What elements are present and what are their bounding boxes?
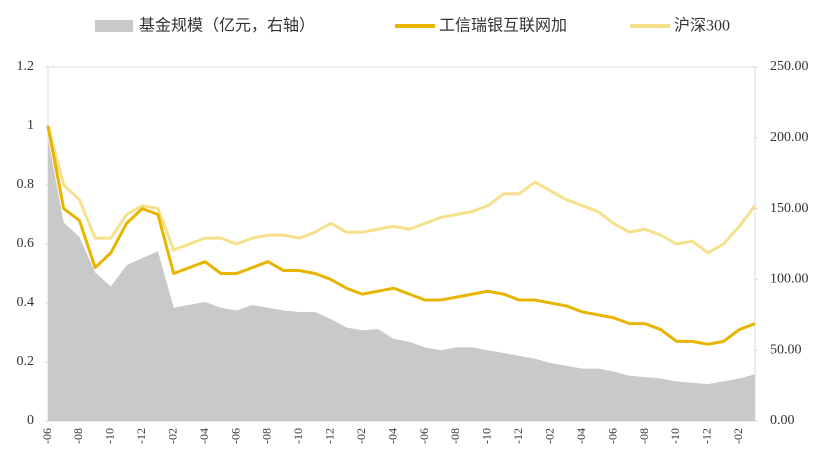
x-tick-label: -12: [700, 428, 714, 444]
x-tick-label: -06: [40, 428, 54, 444]
x-tick-label: -08: [71, 428, 85, 444]
x-tick-label: -08: [260, 428, 274, 444]
y2-tick-label: 100.00: [770, 272, 809, 287]
x-tick-label: -02: [354, 428, 368, 444]
y-tick-label: 0.8: [17, 177, 35, 192]
x-tick-label: -04: [385, 428, 399, 444]
x-tick-label: -12: [511, 428, 525, 444]
x-tick-label: -08: [637, 428, 651, 444]
legend-label: 沪深300: [674, 17, 730, 35]
y-tick-label: 0.4: [17, 295, 35, 310]
legend-label: 基金规模（亿元，右轴）: [139, 17, 315, 35]
x-tick-label: -10: [480, 428, 494, 444]
x-tick-label: -02: [731, 428, 745, 444]
x-tick-label: -12: [134, 428, 148, 444]
x-tick-label: -06: [605, 428, 619, 444]
line: [46, 125, 756, 346]
x-tick-label: -04: [197, 428, 211, 444]
x-tick-label: -08: [448, 428, 462, 444]
y2-tick-label: 50.00: [770, 342, 802, 357]
y2-tick-label: 0.00: [770, 413, 795, 428]
area: [48, 137, 755, 422]
y2-tick-label: 150.00: [770, 201, 809, 216]
x-tick-label: -02: [543, 428, 557, 444]
x-tick-label: -10: [103, 428, 117, 444]
x-tick-label: -06: [228, 428, 242, 444]
y2-tick-label: 250.00: [770, 59, 809, 74]
legend-label: 工信瑞银互联网加: [439, 17, 567, 35]
x-tick-label: -02: [165, 428, 179, 444]
y-tick-label: 1: [27, 118, 34, 133]
y-tick-label: 0: [27, 413, 34, 428]
x-tick-label: -10: [668, 428, 682, 444]
line: [46, 125, 757, 255]
x-tick-label: -04: [574, 428, 588, 444]
y-tick-label: 0.6: [17, 236, 35, 251]
y-tick-label: 0.2: [17, 354, 35, 369]
y-tick-label: 1.2: [17, 59, 35, 74]
x-tick-label: -10: [291, 428, 305, 444]
x-tick-label: -12: [323, 428, 337, 444]
x-tick-label: -06: [417, 428, 431, 444]
legend-swatch: [95, 20, 133, 32]
y2-tick-label: 200.00: [770, 130, 809, 145]
